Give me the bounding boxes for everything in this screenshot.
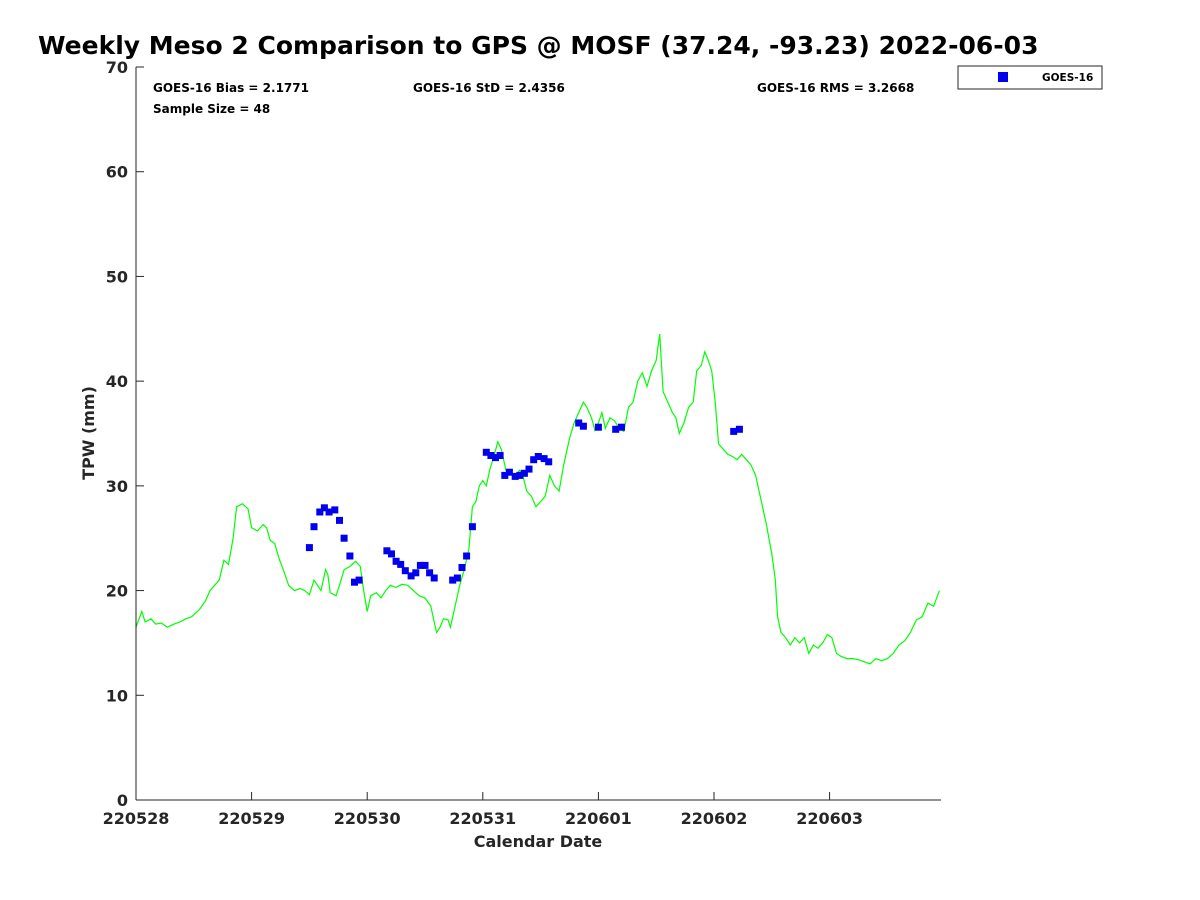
goes16-point — [346, 552, 354, 560]
x-axis-ticks: 220528 220529 220530 220531 220601 220602 2206… — [103, 792, 863, 828]
y-tick-label: 30 — [106, 477, 128, 496]
y-tick-label: 10 — [106, 686, 128, 705]
goes16-point — [525, 465, 533, 473]
gps-series-line — [135, 333, 940, 665]
x-tick-label: 220528 — [103, 809, 170, 828]
goes16-point — [618, 423, 625, 431]
y-tick-label: 20 — [106, 582, 128, 601]
goes16-point — [325, 508, 333, 516]
y-axis-label: TPW (mm) — [79, 386, 98, 480]
goes16-point — [355, 576, 363, 584]
goes16-point — [331, 506, 339, 514]
x-tick-label: 220529 — [218, 809, 285, 828]
goes16-point — [534, 453, 542, 460]
plot-area — [135, 333, 940, 665]
goes16-point — [496, 452, 504, 459]
y-tick-label: 0 — [117, 791, 128, 810]
y-tick-label: 40 — [106, 372, 128, 391]
goes16-point — [730, 427, 738, 435]
goes16-point — [463, 552, 471, 560]
goes16-point — [430, 574, 438, 582]
goes16-point — [482, 448, 490, 456]
std-stat: GOES-16 StD = 2.4356 — [413, 81, 565, 95]
sample-size-stat: Sample Size = 48 — [153, 102, 270, 116]
goes16-point — [426, 569, 434, 577]
x-tick-label: 220601 — [565, 809, 632, 828]
goes16-point — [735, 425, 743, 433]
chart-title: Weekly Meso 2 Comparison to GPS @ MOSF (… — [38, 31, 1038, 60]
goes16-point — [458, 564, 466, 571]
goes16-point — [320, 504, 328, 512]
goes16-point — [505, 468, 513, 476]
x-axis-label: Calendar Date — [474, 832, 603, 851]
goes16-point — [501, 471, 509, 479]
y-tick-label: 70 — [106, 58, 128, 77]
goes16-point — [340, 534, 348, 542]
x-tick-label: 220531 — [449, 809, 516, 828]
y-tick-label: 50 — [106, 267, 128, 286]
goes16-point — [412, 569, 420, 577]
goes16-point — [579, 422, 587, 430]
goes16-point — [392, 557, 400, 565]
goes16-point — [383, 547, 391, 555]
legend-box — [957, 65, 1103, 90]
goes16-point — [520, 469, 528, 477]
goes16-point — [453, 574, 461, 582]
goes16-point — [305, 544, 313, 552]
goes16-point — [351, 578, 358, 586]
legend-label-goes16: GOES-16 — [1042, 72, 1093, 84]
y-axis-ticks: 0 10 20 30 40 50 60 70 — [106, 58, 144, 810]
goes16-point — [612, 425, 620, 433]
goes16-point — [545, 458, 553, 466]
x-tick-label: 220603 — [796, 809, 863, 828]
goes16-point — [416, 561, 424, 569]
goes16-point — [492, 454, 499, 462]
goes16-point — [594, 423, 602, 431]
bias-stat: GOES-16 Bias = 2.1771 — [153, 81, 309, 95]
goes16-point — [575, 419, 583, 427]
x-tick-label: 220530 — [334, 809, 401, 828]
x-tick-label: 220602 — [681, 809, 748, 828]
y-tick-label: 60 — [106, 163, 128, 182]
goes16-point — [516, 471, 524, 479]
goes16-point — [407, 572, 415, 580]
goes16-point — [421, 561, 429, 569]
goes16-point — [487, 452, 495, 459]
goes16-point — [449, 576, 457, 584]
goes16-point — [316, 508, 324, 516]
goes16-point — [530, 456, 538, 464]
rms-stat: GOES-16 RMS = 3.2668 — [757, 81, 914, 95]
goes16-point — [511, 472, 519, 480]
goes16-point — [397, 560, 405, 568]
goes16-point — [310, 523, 318, 531]
goes16-point — [540, 455, 548, 463]
goes16-point — [401, 567, 409, 575]
legend-marker-goes16 — [998, 72, 1008, 82]
goes16-point — [336, 516, 343, 524]
goes16-point — [388, 550, 395, 558]
legend: GOES-16 — [957, 65, 1103, 90]
goes16-markers — [305, 419, 743, 586]
goes16-point — [468, 523, 476, 531]
